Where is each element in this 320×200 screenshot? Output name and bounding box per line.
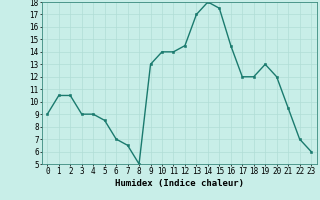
X-axis label: Humidex (Indice chaleur): Humidex (Indice chaleur): [115, 179, 244, 188]
